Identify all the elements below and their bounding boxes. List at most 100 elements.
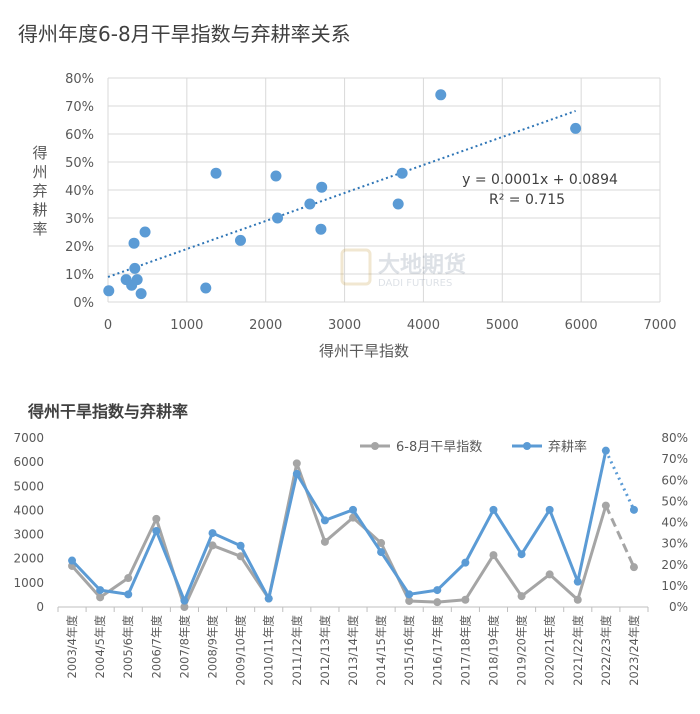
category-label: 2003/4年度 [65, 615, 79, 679]
category-label: 2015/16年度 [402, 615, 416, 686]
drought-index-point [433, 598, 442, 607]
abandonment-rate-point [489, 505, 498, 514]
drought-index-point [545, 570, 554, 579]
drought-index-point [264, 594, 273, 603]
drought-index-point [180, 603, 189, 611]
legend-drought-index-label: 6-8月干旱指数 [396, 440, 482, 455]
x-tick-label: 1000 [170, 318, 203, 333]
scatter-point [316, 181, 328, 193]
right-tick-label: 40% [661, 516, 688, 530]
category-label: 2018/19年度 [486, 615, 500, 686]
scatter-point [131, 274, 143, 286]
y-axis-label: 得州弃耕率 [32, 144, 47, 238]
category-label: 2007/8年度 [177, 615, 191, 679]
scatter-point [270, 170, 282, 182]
trend-equation: y = 0.0001x + 0.0894 [462, 172, 618, 188]
category-label: 2008/9年度 [206, 615, 220, 679]
category-label: 2010/11年度 [262, 615, 276, 686]
scatter-point [435, 89, 447, 101]
watermark-cn-text: 大地期货 [378, 252, 466, 278]
x-tick-label: 5000 [486, 318, 519, 333]
right-tick-label: 30% [661, 537, 688, 551]
drought-index-point [377, 539, 386, 548]
left-tick-label: 2000 [13, 552, 44, 566]
y-axis-label-char: 弃 [32, 182, 47, 200]
abandonment-rate-point [405, 590, 414, 599]
category-label: 2004/5年度 [93, 615, 107, 679]
right-tick-label: 20% [661, 558, 688, 572]
abandonment-rate-point [292, 469, 301, 478]
trend-r2: R² = 0.715 [489, 192, 565, 208]
abandonment-rate-point [629, 505, 638, 514]
right-tick-label: 0% [669, 600, 688, 614]
category-label: 2022/23年度 [599, 615, 613, 686]
abandonment-rate-point [152, 526, 161, 535]
left-tick-label: 6000 [13, 455, 44, 469]
category-label: 2021/22年度 [571, 615, 585, 686]
scatter-point [139, 226, 151, 238]
y-tick-label: 20% [65, 240, 94, 255]
y-tick-label: 80% [65, 72, 94, 87]
x-tick-label: 2000 [249, 318, 282, 333]
drought-index-line [70, 461, 608, 609]
scatter-point [396, 167, 408, 179]
right-tick-label: 50% [661, 494, 688, 508]
legend-abandonment-rate-marker [523, 442, 531, 450]
x-tick-label: 0 [104, 318, 112, 333]
category-label: 2005/6年度 [121, 615, 135, 679]
abandonment-rate-point [545, 505, 554, 514]
y-axis-label-char: 耕 [32, 201, 47, 219]
drought-index-point [349, 513, 357, 522]
x-tick-label: 6000 [565, 318, 598, 333]
drought-index-point [124, 574, 133, 583]
abandonment-rate-point [461, 558, 470, 567]
line-chart-title: 得州干旱指数与弃耕率 [28, 402, 189, 421]
y-tick-label: 0% [73, 296, 94, 311]
x-tick-label: 3000 [328, 318, 361, 333]
x-axis-label: 得州干旱指数 [319, 342, 409, 360]
category-label: 2020/21年度 [543, 615, 557, 686]
drought-index-point [629, 563, 638, 572]
category-label: 2012/13年度 [318, 615, 332, 686]
scatter-point [103, 285, 115, 297]
abandonment-rate-point [96, 586, 105, 595]
category-label: 2013/14年度 [346, 615, 360, 686]
abandonment-rate-point [236, 541, 245, 550]
drought-index-point [489, 551, 498, 560]
watermark-en-text: DADI FUTURES [378, 278, 452, 289]
abandonment-rate-point [433, 586, 442, 595]
scatter-point [570, 122, 582, 134]
legend-abandonment-rate-label: 弃耕率 [548, 439, 587, 455]
y-tick-label: 70% [65, 100, 94, 115]
category-label: 2011/12年度 [290, 615, 304, 686]
scatter-point [135, 288, 147, 300]
category-label: 2006/7年度 [149, 615, 163, 679]
right-tick-label: 60% [661, 473, 688, 487]
abandonment-rate-point [124, 590, 133, 599]
scatter-point [129, 262, 141, 274]
scatter-point [200, 282, 212, 294]
abandonment-rate-line [70, 450, 608, 603]
scatter-title: 得州年度6-8月干旱指数与弃耕率关系 [18, 22, 351, 46]
abandonment-rate-point [573, 577, 582, 586]
scatter-point [210, 167, 222, 179]
drought-index-point [292, 459, 301, 468]
drought-index-projected-line [604, 504, 636, 568]
category-label: 2019/20年度 [515, 615, 529, 686]
drought-index-point [96, 593, 105, 602]
drought-index-point [236, 552, 245, 561]
drought-index-point [208, 541, 217, 550]
y-tick-label: 30% [65, 212, 94, 227]
drought-index-point [461, 595, 470, 604]
left-tick-label: 0 [36, 600, 44, 614]
y-tick-label: 40% [65, 184, 94, 199]
x-tick-label: 4000 [407, 318, 440, 333]
drought-index-point [152, 514, 161, 523]
drought-index-point [68, 561, 77, 570]
category-label: 2014/15年度 [374, 615, 388, 686]
scatter-point [392, 198, 404, 210]
left-tick-label: 3000 [13, 528, 44, 542]
y-axis-label-char: 州 [32, 163, 47, 181]
drought-index-point [517, 592, 526, 601]
